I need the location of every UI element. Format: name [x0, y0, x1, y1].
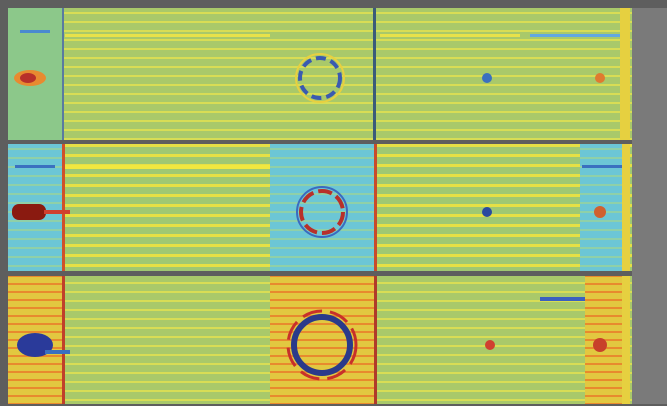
panel-bg: [8, 8, 632, 140]
stripe: [380, 34, 520, 37]
dot: [595, 73, 605, 83]
panel-2: [8, 144, 632, 271]
dot: [594, 206, 606, 218]
stripe: [65, 165, 270, 169]
edge: [622, 276, 630, 404]
dot: [482, 207, 492, 217]
stripe: [44, 210, 70, 214]
edge: [620, 8, 630, 140]
edge: [62, 8, 64, 140]
blob: [20, 73, 36, 83]
stripe: [582, 165, 622, 168]
edge: [622, 144, 630, 271]
edge: [374, 144, 377, 271]
edge: [62, 144, 65, 271]
dot: [485, 340, 495, 350]
edge: [62, 276, 65, 404]
edge: [374, 276, 377, 404]
region: [270, 144, 374, 271]
dot: [593, 338, 607, 352]
stripe: [45, 350, 70, 354]
stripe: [65, 34, 270, 37]
panel-1: [8, 8, 632, 140]
stripe: [530, 34, 620, 37]
edge: [373, 8, 376, 140]
stripe: [15, 165, 55, 168]
figure: [0, 0, 667, 406]
panel-3: [8, 276, 632, 404]
blob: [12, 204, 46, 220]
side-strip: [632, 8, 667, 404]
stripe: [20, 30, 50, 33]
stripe: [540, 297, 585, 301]
page: [0, 0, 667, 406]
dot: [482, 73, 492, 83]
region: [270, 276, 374, 404]
